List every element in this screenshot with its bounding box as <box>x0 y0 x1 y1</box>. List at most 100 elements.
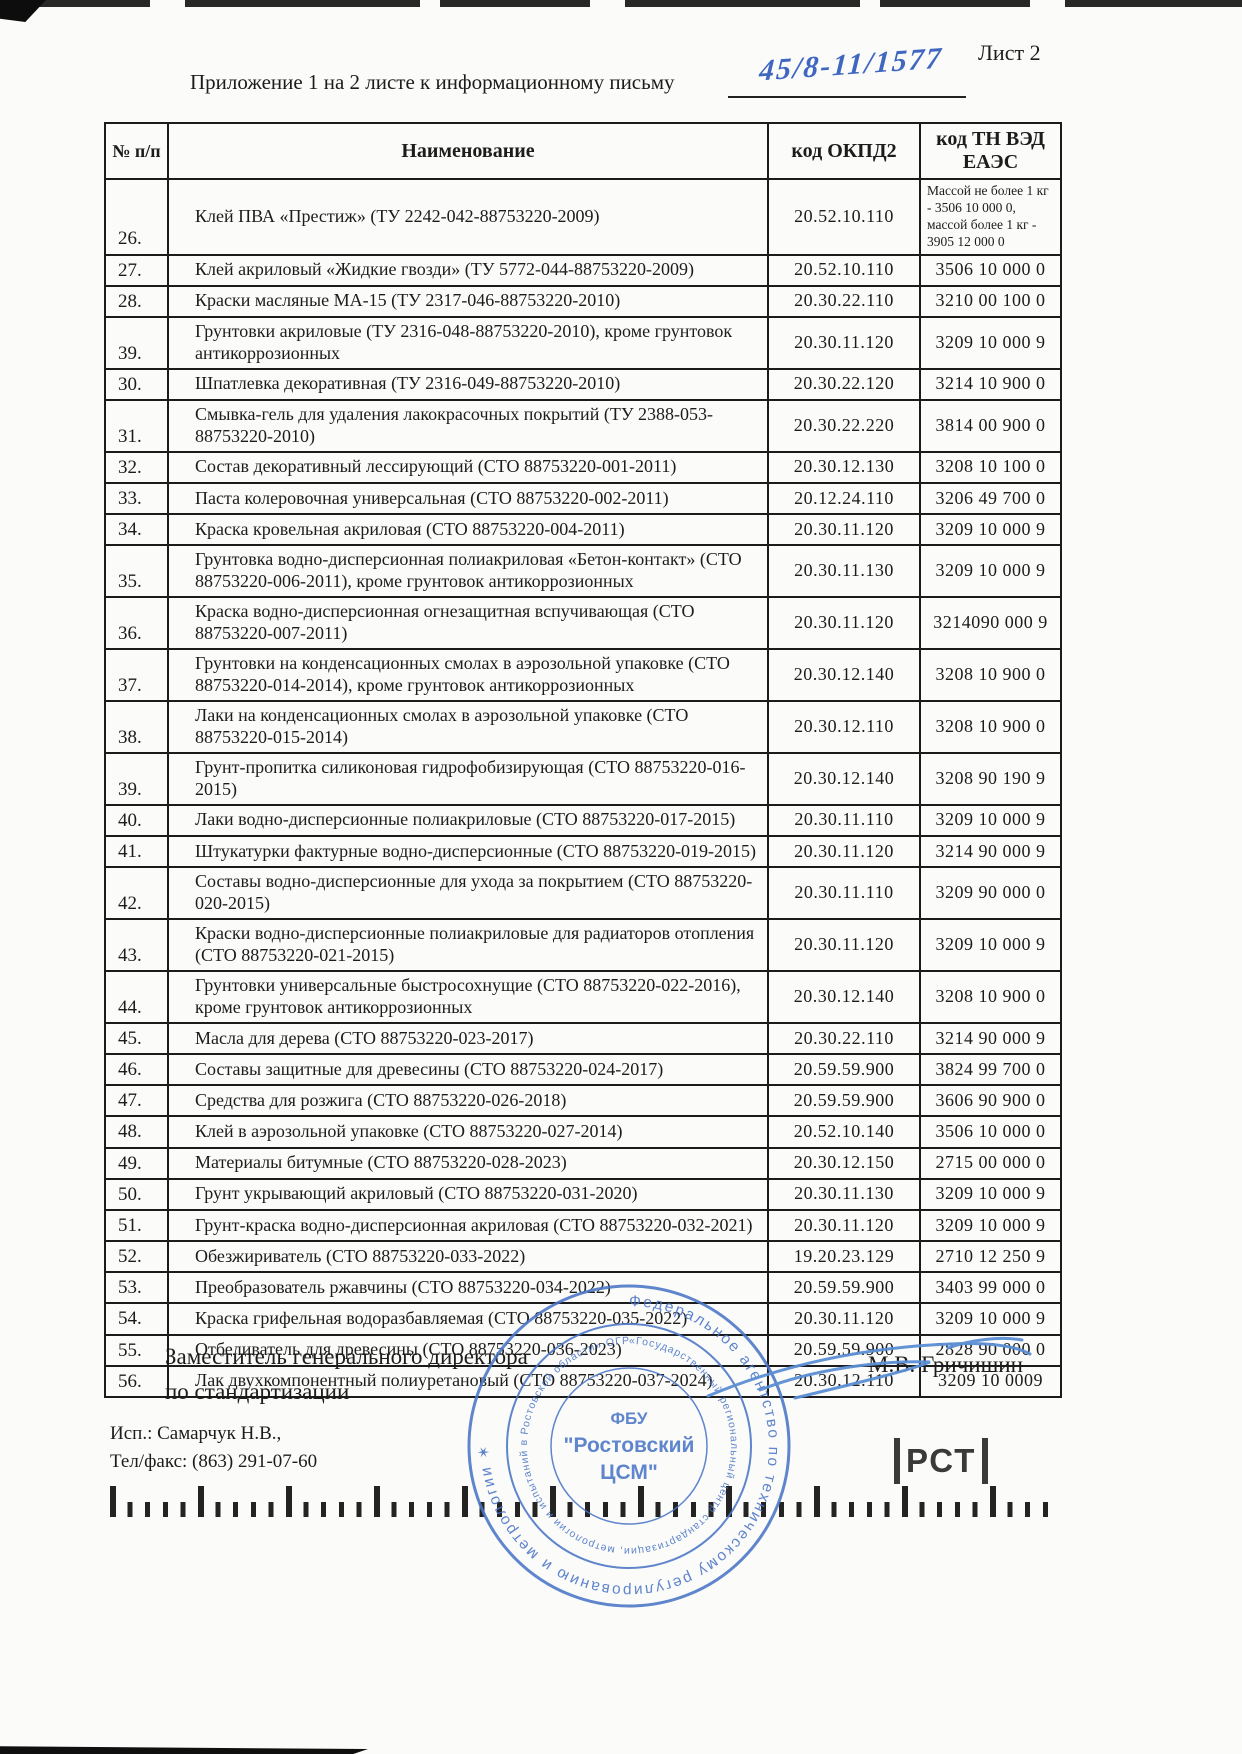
tnved-code-cell: 3214090 000 9 <box>919 596 1062 651</box>
product-name-cell: Преобразователь ржавчины (СТО 88753220-0… <box>167 1271 769 1305</box>
product-name-cell: Материалы битумные (СТО 88753220-028-202… <box>167 1146 769 1180</box>
okpd2-code-cell: 20.52.10.140 <box>767 1115 921 1149</box>
row-number-cell: 38. <box>104 700 169 754</box>
table-row: 27. Клей акриловый «Жидкие гвозди» (ТУ 5… <box>104 253 1062 287</box>
table-header-row: № п/п Наименование код ОКПД2 код ТН ВЭД … <box>104 122 1062 180</box>
okpd2-code-cell: 20.59.59.900 <box>767 1084 921 1118</box>
tnved-code-cell: 3209 10 000 9 <box>919 1302 1062 1336</box>
table-row: 42. Составы водно-дисперсионные для уход… <box>104 866 1062 921</box>
product-name-cell: Краска грифельная водоразбавляемая (СТО … <box>167 1302 769 1336</box>
tnved-code-cell: 3209 10 0009 <box>919 1364 1062 1399</box>
okpd2-code-cell: 19.20.23.129 <box>767 1240 921 1274</box>
row-number-cell: 28. <box>104 284 169 318</box>
row-number-cell: 50. <box>104 1177 169 1211</box>
signatory-title-line2: по стандартизации <box>165 1378 350 1404</box>
row-number-cell: 48. <box>104 1115 169 1149</box>
header-okpd2: код ОКПД2 <box>767 122 921 180</box>
letter-number-underline <box>728 96 966 98</box>
okpd2-code-cell: 20.52.10.110 <box>767 178 921 256</box>
product-name-cell: Клей акриловый «Жидкие гвозди» (ТУ 5772-… <box>167 253 769 287</box>
signatory-title: Заместитель генерального директора по ст… <box>165 1340 528 1409</box>
product-name-cell: Грунтовка водно-дисперсионная полиакрило… <box>167 544 769 599</box>
tnved-code-cell: 3209 10 000 9 <box>919 544 1062 599</box>
row-number-cell: 52. <box>104 1240 169 1274</box>
executor-name: Исп.: Самарчук Н.В., <box>110 1423 282 1444</box>
row-number-cell: 56. <box>104 1364 169 1399</box>
tnved-code-cell: 3814 00 900 0 <box>919 398 1062 453</box>
product-name-cell: Лаки водно-дисперсионные полиакриловые (… <box>167 803 769 838</box>
row-number-cell: 47. <box>104 1084 169 1118</box>
tnved-code-cell: 3210 00 100 0 <box>919 284 1062 318</box>
tnved-code-cell: 3209 10 000 9 <box>919 1208 1062 1243</box>
product-name-cell: Краски масляные МА-15 (ТУ 2317-046-88753… <box>167 284 769 318</box>
okpd2-code-cell: 20.30.12.140 <box>767 751 921 806</box>
header-name: Наименование <box>167 122 769 180</box>
table-row: 30. Шпатлевка декоративная (ТУ 2316-049-… <box>104 367 1062 401</box>
product-name-cell: Штукатурки фактурные водно-дисперсионные… <box>167 835 769 869</box>
table-row: 39. Грунт-пропитка силиконовая гидрофоби… <box>104 751 1062 806</box>
executor-info: Исп.: Самарчук Н.В., Тел/факс: (863) 291… <box>110 1420 317 1475</box>
tnved-code-cell: 2710 12 250 9 <box>919 1240 1062 1274</box>
row-number-cell: 49. <box>104 1146 169 1180</box>
scan-edge-artifact-bottom <box>0 1746 368 1754</box>
table-row: 35. Грунтовка водно-дисперсионная полиак… <box>104 544 1062 599</box>
row-number-cell: 26. <box>104 178 169 256</box>
product-name-cell: Шпатлевка декоративная (ТУ 2316-049-8875… <box>167 367 769 401</box>
stamp-center-line1: ФБУ <box>611 1409 648 1428</box>
table-row: 49. Материалы битумные (СТО 88753220-028… <box>104 1146 1062 1180</box>
tnved-code-cell: 3208 90 190 9 <box>919 751 1062 806</box>
okpd2-code-cell: 20.52.10.110 <box>767 253 921 287</box>
okpd2-code-cell: 20.30.11.120 <box>767 1208 921 1243</box>
okpd2-code-cell: 20.30.11.120 <box>767 835 921 869</box>
product-name-cell: Грунтовки универсальные быстросохнущие (… <box>167 970 769 1024</box>
product-name-cell: Лаки на конденсационных смолах в аэрозол… <box>167 700 769 754</box>
tnved-code-cell: 3208 10 100 0 <box>919 450 1062 485</box>
signature-ink <box>706 1336 1032 1400</box>
row-number-cell: 53. <box>104 1271 169 1305</box>
tnved-code-cell: 3824 99 700 0 <box>919 1053 1062 1087</box>
tnved-code-cell: 3214 10 900 0 <box>919 367 1062 401</box>
table-row: 45. Масла для дерева (СТО 88753220-023-2… <box>104 1021 1062 1056</box>
row-number-cell: 55. <box>104 1333 169 1367</box>
product-name-cell: Грунтовки на конденсационных смолах в аэ… <box>167 648 769 703</box>
tnved-code-cell: 3403 99 000 0 <box>919 1271 1062 1305</box>
row-number-cell: 36. <box>104 596 169 651</box>
table-row: 53. Преобразователь ржавчины (СТО 887532… <box>104 1271 1062 1305</box>
table-row: 40. Лаки водно-дисперсионные полиакрилов… <box>104 803 1062 838</box>
product-name-cell: Краска кровельная акриловая (СТО 8875322… <box>167 513 769 547</box>
product-name-cell: Составы защитные для древесины (СТО 8875… <box>167 1053 769 1087</box>
product-name-cell: Смывка-гель для удаления лакокрасочных п… <box>167 398 769 453</box>
product-name-cell: Масла для дерева (СТО 88753220-023-2017) <box>167 1021 769 1056</box>
okpd2-code-cell: 20.30.22.110 <box>767 1021 921 1056</box>
tnved-code-cell: 3209 10 000 9 <box>919 1177 1062 1211</box>
row-number-cell: 30. <box>104 367 169 401</box>
row-number-cell: 51. <box>104 1208 169 1243</box>
handwritten-letter-number: 45/8-11/1577 <box>758 41 944 88</box>
okpd2-code-cell: 20.30.22.220 <box>767 398 921 453</box>
product-name-cell: Краски водно-дисперсионные полиакриловые… <box>167 918 769 973</box>
okpd2-code-cell: 20.30.12.110 <box>767 700 921 754</box>
table-row: 34. Краска кровельная акриловая (СТО 887… <box>104 513 1062 547</box>
row-number-cell: 45. <box>104 1021 169 1056</box>
table-row: 44. Грунтовки универсальные быстросохнущ… <box>104 970 1062 1024</box>
okpd2-code-cell: 20.30.11.120 <box>767 918 921 973</box>
table-row: 41. Штукатурки фактурные водно-дисперсио… <box>104 835 1062 869</box>
row-number-cell: 41. <box>104 835 169 869</box>
product-name-cell: Краска водно-дисперсионная огнезащитная … <box>167 596 769 651</box>
rst-logo-left-bar <box>894 1438 900 1484</box>
row-number-cell: 32. <box>104 450 169 485</box>
table-row: 28. Краски масляные МА-15 (ТУ 2317-046-8… <box>104 284 1062 318</box>
table-row: 39. Грунтовки акриловые (ТУ 2316-048-887… <box>104 315 1062 370</box>
tnved-code-cell: 3506 10 000 0 <box>919 253 1062 287</box>
okpd2-code-cell: 20.30.22.120 <box>767 367 921 401</box>
product-name-cell: Грунт укрывающий акриловый (СТО 88753220… <box>167 1177 769 1211</box>
tnved-code-cell: 3214 90 000 9 <box>919 1021 1062 1056</box>
table-row: 48. Клей в аэрозольной упаковке (СТО 887… <box>104 1115 1062 1149</box>
row-number-cell: 33. <box>104 481 169 516</box>
row-number-cell: 31. <box>104 398 169 453</box>
row-number-cell: 27. <box>104 253 169 287</box>
table-row: 37. Грунтовки на конденсационных смолах … <box>104 648 1062 703</box>
row-number-cell: 43. <box>104 918 169 973</box>
product-name-cell: Составы водно-дисперсионные для ухода за… <box>167 866 769 921</box>
